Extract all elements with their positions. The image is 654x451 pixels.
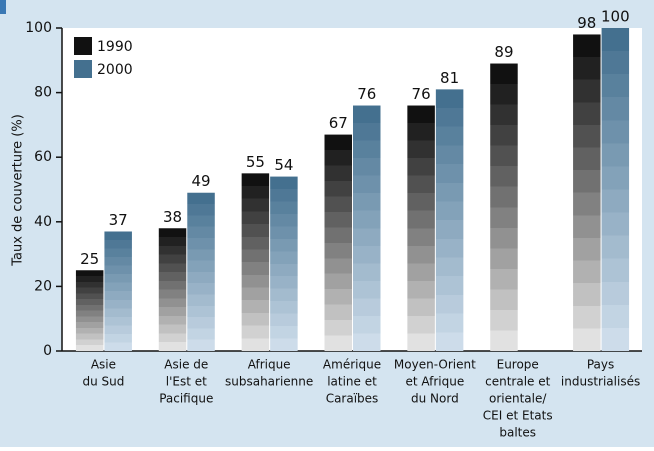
data-label: 25	[80, 250, 99, 268]
y-tick-label: 100	[25, 20, 52, 36]
x-tick-label: l'Est et	[166, 375, 207, 389]
y-axis-label: Taux de couverture (%)	[11, 114, 26, 267]
x-tick-label: industrialisés	[561, 375, 640, 389]
legend-swatch	[74, 60, 92, 78]
y-tick-label: 60	[34, 149, 52, 165]
bar	[270, 176, 298, 351]
x-tick-label: Europe	[497, 358, 539, 372]
bar	[158, 228, 187, 351]
bar	[435, 89, 464, 352]
data-label: 54	[274, 156, 293, 174]
legend-swatch	[74, 37, 92, 55]
y-tick-label: 20	[34, 278, 52, 294]
bar	[490, 63, 518, 351]
bar	[601, 28, 630, 351]
data-label: 98	[577, 14, 596, 32]
x-tick-label: Amérique	[323, 358, 381, 372]
x-tick-label: Pacifique	[159, 392, 213, 406]
x-tick-label: baltes	[499, 426, 536, 440]
x-tick-label: Asie de	[164, 358, 208, 372]
bar	[407, 105, 435, 352]
x-tick-label: du Nord	[411, 392, 459, 406]
data-label: 55	[246, 153, 265, 171]
x-tick-label: Moyen-Orient	[394, 358, 476, 372]
x-tick-label: centrale et	[485, 375, 550, 389]
x-tick-label: Afrique	[248, 358, 291, 372]
data-label: 38	[163, 208, 182, 226]
x-tick-label: subsaharienne	[225, 375, 313, 389]
data-label: 89	[494, 43, 513, 61]
y-tick-label: 80	[34, 85, 52, 101]
bar	[324, 134, 352, 351]
data-label: 37	[109, 211, 128, 229]
x-tick-label: Asie	[91, 358, 116, 372]
data-label: 76	[412, 85, 431, 103]
data-label: 100	[601, 8, 630, 26]
bar	[353, 105, 381, 352]
x-tick-label: orientale/	[489, 392, 547, 406]
x-tick-label: Caraïbes	[326, 392, 379, 406]
legend-label: 1990	[97, 39, 133, 55]
data-label: 49	[191, 172, 210, 190]
corner-mark	[0, 0, 6, 14]
x-tick-label: du Sud	[82, 375, 124, 389]
bar	[104, 231, 132, 351]
y-tick-label: 40	[34, 214, 52, 230]
y-tick-label: 0	[43, 343, 52, 359]
bar	[75, 270, 104, 351]
data-label: 81	[440, 69, 459, 87]
data-label: 76	[357, 85, 376, 103]
legend-label: 2000	[97, 62, 133, 78]
bar	[187, 192, 215, 351]
x-tick-label: Pays	[587, 358, 614, 372]
x-tick-label: latine et	[327, 375, 377, 389]
data-label: 67	[329, 114, 348, 132]
bar	[241, 173, 270, 351]
x-tick-label: CEI et Etats	[483, 409, 553, 423]
bar	[573, 34, 601, 352]
x-tick-label: et Afrique	[405, 375, 464, 389]
